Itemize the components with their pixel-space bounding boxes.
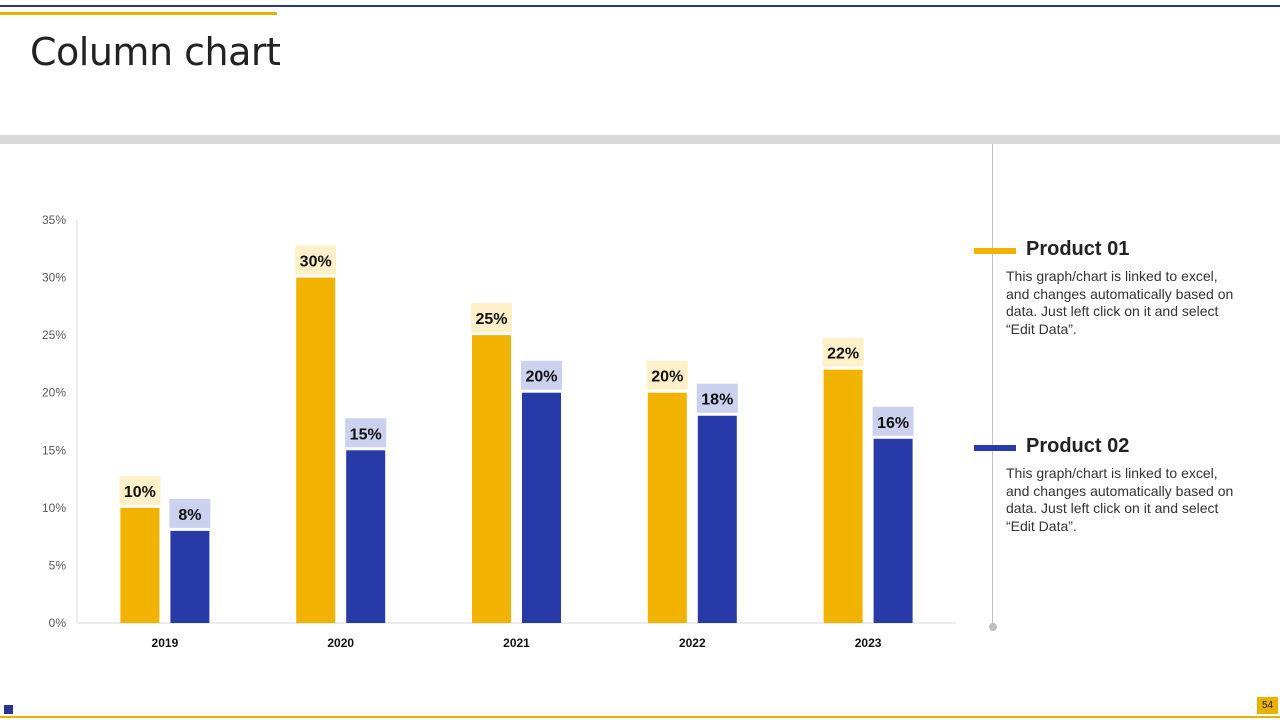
x-category-label: 2023 xyxy=(855,636,882,650)
data-label-bg-product-01 xyxy=(822,337,864,367)
bar-product-01 xyxy=(472,335,511,623)
data-label-product-01: 22% xyxy=(827,346,859,363)
x-category-label: 2022 xyxy=(679,636,706,650)
title-divider xyxy=(0,135,1280,144)
data-label-product-02: 20% xyxy=(525,369,557,386)
data-label-product-01: 20% xyxy=(651,369,683,386)
bar-product-02 xyxy=(170,530,210,623)
data-label-bg-product-02 xyxy=(345,418,387,448)
legend-divider xyxy=(992,144,993,626)
legend-description-product-01: This graph/chart is linked to excel, and… xyxy=(1006,268,1234,337)
data-label-bg-product-02 xyxy=(521,360,562,390)
page-title: Column chart xyxy=(30,30,281,74)
data-label-product-01: 10% xyxy=(124,484,156,501)
data-label-bg-product-02 xyxy=(696,383,738,413)
legend-title-product-01: Product 01 xyxy=(1026,238,1130,260)
data-label-bg-product-02 xyxy=(872,406,914,436)
y-tick-label: 10% xyxy=(42,501,66,515)
bar-product-02 xyxy=(873,438,913,623)
legend-swatch-product-02 xyxy=(974,445,1016,451)
bar-product-01 xyxy=(296,277,336,623)
x-category-label: 2019 xyxy=(152,636,179,650)
footer-line xyxy=(0,716,1280,718)
y-tick-label: 0% xyxy=(49,616,67,630)
y-tick-label: 20% xyxy=(42,386,66,400)
legend-description-product-02: This graph/chart is linked to excel, and… xyxy=(1006,465,1234,534)
data-label-bg-product-01 xyxy=(119,475,161,505)
data-label-product-02: 8% xyxy=(178,507,201,524)
legend-divider-dot xyxy=(989,623,997,631)
data-label-bg-product-01 xyxy=(646,360,688,390)
data-label-bg-product-01 xyxy=(295,245,337,275)
y-tick-label: 30% xyxy=(42,271,66,285)
x-category-label: 2021 xyxy=(503,636,530,650)
data-label-product-01: 25% xyxy=(475,311,507,328)
y-tick-label: 15% xyxy=(42,443,66,457)
page-number: 54 xyxy=(1257,697,1278,714)
y-tick-label: 5% xyxy=(49,558,67,572)
bar-product-02 xyxy=(522,392,561,623)
legend-swatch-product-01 xyxy=(974,248,1016,254)
bar-product-02 xyxy=(697,415,737,623)
y-tick-label: 35% xyxy=(42,213,66,227)
legend-title-product-02: Product 02 xyxy=(1026,435,1130,457)
footer-square xyxy=(4,705,13,714)
top-accent-line xyxy=(0,5,1280,7)
data-label-bg-product-02 xyxy=(169,498,211,528)
data-label-product-01: 30% xyxy=(300,254,332,271)
bar-product-01 xyxy=(120,507,160,623)
data-label-product-02: 15% xyxy=(350,426,382,443)
data-label-bg-product-01 xyxy=(471,303,512,333)
bar-product-01 xyxy=(647,392,687,623)
title-accent-bar xyxy=(0,12,277,15)
data-label-product-02: 18% xyxy=(701,392,733,409)
data-label-product-02: 16% xyxy=(877,415,909,432)
bar-product-01 xyxy=(823,369,863,623)
y-tick-label: 25% xyxy=(42,328,66,342)
x-category-label: 2020 xyxy=(327,636,354,650)
bar-product-02 xyxy=(346,450,386,623)
